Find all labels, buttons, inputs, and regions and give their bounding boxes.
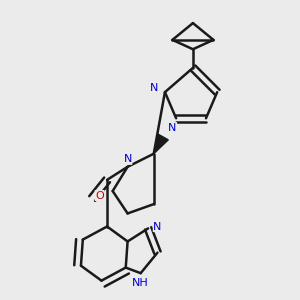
Text: N: N bbox=[123, 154, 132, 164]
Text: O: O bbox=[95, 190, 104, 200]
Text: N: N bbox=[153, 221, 162, 232]
Text: N: N bbox=[150, 83, 159, 93]
Text: N: N bbox=[168, 123, 177, 133]
Polygon shape bbox=[154, 134, 168, 154]
Text: NH: NH bbox=[132, 278, 149, 287]
